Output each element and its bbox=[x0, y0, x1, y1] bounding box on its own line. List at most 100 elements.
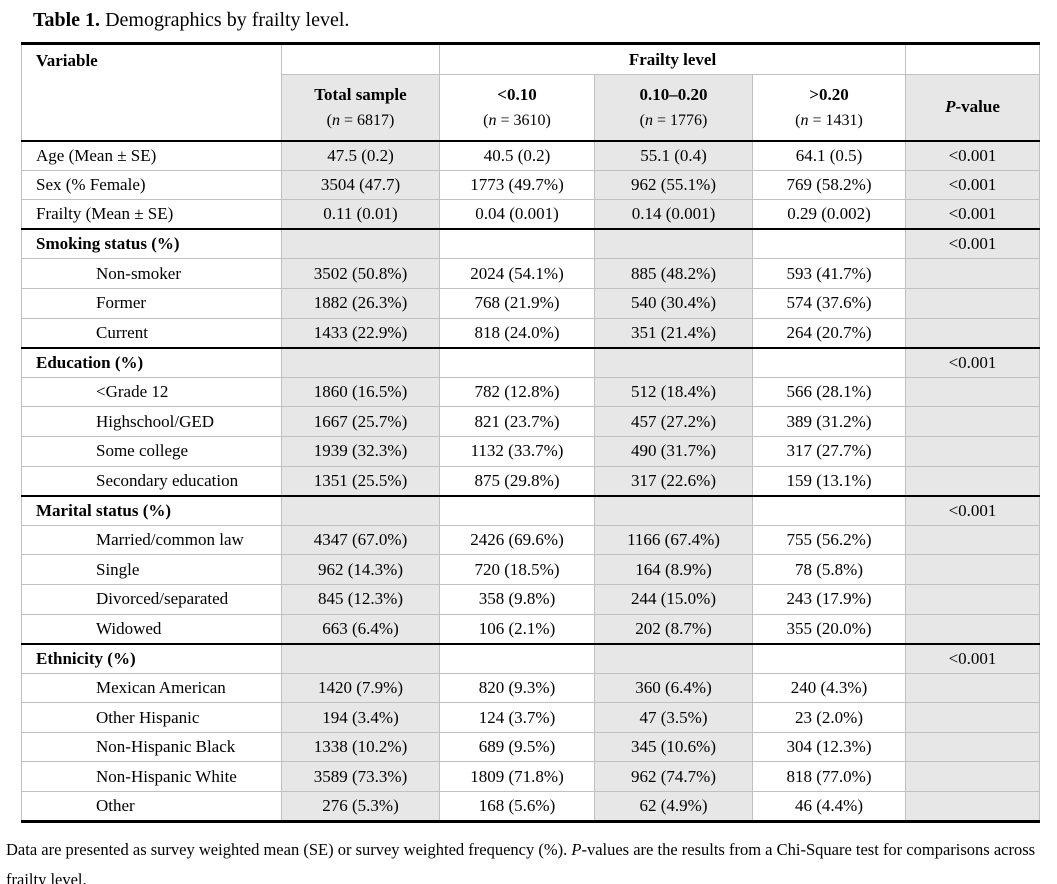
row-label-cell: Sex (% Female) bbox=[21, 169, 282, 200]
value-cell: 0.04 (0.001) bbox=[439, 199, 595, 230]
value-cell: 360 (6.4%) bbox=[594, 672, 753, 703]
value-cell: 244 (15.0%) bbox=[594, 583, 753, 614]
value-cell: 389 (31.2%) bbox=[751, 406, 906, 437]
value-cell bbox=[281, 228, 440, 259]
value-cell: 512 (18.4%) bbox=[594, 376, 753, 407]
pvalue-cell: <0.001 bbox=[905, 494, 1040, 526]
row-label-cell: Secondary education bbox=[21, 465, 282, 496]
pvalue-cell bbox=[905, 583, 1040, 614]
value-cell: 768 (21.9%) bbox=[439, 287, 595, 319]
table-title: Table 1. Demographics by frailty level. bbox=[0, 0, 1057, 33]
row-label-cell: <Grade 12 bbox=[21, 376, 282, 407]
value-cell bbox=[594, 228, 753, 259]
value-cell: 962 (74.7%) bbox=[594, 761, 753, 792]
value-cell bbox=[594, 494, 753, 526]
pvalue-cell: <0.001 bbox=[905, 642, 1040, 674]
value-cell: 820 (9.3%) bbox=[439, 672, 595, 703]
value-cell: 124 (3.7%) bbox=[439, 702, 595, 733]
row-label-cell: Other bbox=[21, 791, 282, 822]
n-open: ( bbox=[795, 112, 801, 130]
value-cell: 755 (56.2%) bbox=[751, 524, 906, 555]
pvalue-cell bbox=[905, 317, 1040, 348]
column-n-count: (n = 3610) bbox=[440, 110, 594, 132]
value-cell: 0.14 (0.001) bbox=[594, 199, 753, 230]
value-cell: 345 (10.6%) bbox=[594, 731, 753, 762]
row-label-cell: Widowed bbox=[21, 613, 282, 644]
value-cell: 168 (5.6%) bbox=[439, 791, 595, 822]
value-cell: 720 (18.5%) bbox=[439, 554, 595, 585]
section-row: Education (%) <0.001 bbox=[21, 346, 1040, 378]
row-label-cell: Other Hispanic bbox=[21, 702, 282, 733]
table-title-number: Table 1. bbox=[33, 9, 101, 31]
value-cell: 1166 (67.4%) bbox=[594, 524, 753, 555]
header-columns-row: Total sample (n = 6817) <0.10 (n = 3610)… bbox=[22, 74, 1040, 142]
value-cell: 566 (28.1%) bbox=[751, 376, 906, 407]
value-cell bbox=[751, 228, 906, 259]
value-cell: 457 (27.2%) bbox=[594, 406, 753, 437]
value-cell: 355 (20.0%) bbox=[751, 613, 906, 644]
row-label-cell: Smoking status (%) bbox=[21, 228, 282, 259]
table-header: Variable Frailty level Total sample (n =… bbox=[21, 43, 1040, 142]
value-cell: 264 (20.7%) bbox=[751, 317, 906, 348]
table-row: Widowed 663 (6.4%) 106 (2.1%) 202 (8.7%) 355… bbox=[21, 613, 1040, 644]
value-cell: 2426 (69.6%) bbox=[439, 524, 595, 555]
table-row: Highschool/GED 1667 (25.7%) 821 (23.7%) 457… bbox=[21, 406, 1040, 437]
value-cell: 0.29 (0.002) bbox=[751, 199, 906, 230]
row-label-cell: Highschool/GED bbox=[21, 406, 282, 437]
value-cell bbox=[439, 228, 595, 259]
pvalue-cell: <0.001 bbox=[905, 228, 1040, 259]
value-cell: 55.1 (0.4) bbox=[594, 140, 753, 171]
value-cell bbox=[439, 346, 595, 378]
table-row: Some college 1939 (32.3%) 1132 (33.7%) 490 … bbox=[21, 435, 1040, 467]
value-cell: 1351 (25.5%) bbox=[281, 465, 440, 496]
n-value: = 6817) bbox=[339, 112, 395, 130]
n-open: ( bbox=[639, 112, 645, 130]
value-cell: 574 (37.6%) bbox=[751, 287, 906, 319]
footnote-text-1: Data are presented as survey weighted me… bbox=[6, 839, 572, 859]
row-label-cell: Non-Hispanic Black bbox=[21, 731, 282, 762]
table-title-text: Demographics by frailty level. bbox=[100, 9, 350, 31]
column-n-count: (n = 1431) bbox=[753, 110, 905, 132]
value-cell: 782 (12.8%) bbox=[439, 376, 595, 407]
value-cell: 1338 (10.2%) bbox=[281, 731, 440, 762]
value-cell: 304 (12.3%) bbox=[751, 731, 906, 762]
table-row: Married/common law 4347 (67.0%) 2426 (69.6… bbox=[21, 524, 1040, 555]
value-cell: 593 (41.7%) bbox=[751, 258, 906, 289]
table-footnote: Data are presented as survey weighted me… bbox=[6, 835, 1052, 884]
pvalue-cell bbox=[905, 791, 1040, 822]
value-cell: 1433 (22.9%) bbox=[281, 317, 440, 348]
pvalue-cell: <0.001 bbox=[905, 199, 1040, 230]
value-cell: 885 (48.2%) bbox=[594, 258, 753, 289]
value-cell bbox=[281, 346, 440, 378]
value-cell bbox=[439, 642, 595, 674]
value-cell: 1860 (16.5%) bbox=[281, 376, 440, 407]
column-header-frailty-high: >0.20 (n = 1431) bbox=[751, 74, 906, 142]
column-header-variable: Variable bbox=[21, 43, 282, 142]
row-label-cell: Frailty (Mean ± SE) bbox=[21, 199, 282, 230]
value-cell: 202 (8.7%) bbox=[594, 613, 753, 644]
value-cell: 351 (21.4%) bbox=[594, 317, 753, 348]
pvalue-cell bbox=[905, 554, 1040, 585]
value-cell bbox=[281, 494, 440, 526]
n-open: ( bbox=[326, 112, 332, 130]
value-cell: 4347 (67.0%) bbox=[281, 524, 440, 555]
pvalue-cell: <0.001 bbox=[905, 169, 1040, 200]
row-label-cell: Age (Mean ± SE) bbox=[21, 140, 282, 171]
n-open: ( bbox=[483, 112, 489, 130]
value-cell: 818 (24.0%) bbox=[439, 317, 595, 348]
column-header-total-sample: Total sample (n = 6817) bbox=[281, 74, 440, 142]
value-cell: 875 (29.8%) bbox=[439, 465, 595, 496]
row-label-cell: Single bbox=[21, 554, 282, 585]
value-cell: 0.11 (0.01) bbox=[281, 199, 440, 230]
pvalue-cell bbox=[905, 613, 1040, 644]
column-label: Total sample bbox=[314, 85, 407, 105]
n-value: = 1776) bbox=[652, 112, 708, 130]
row-label-cell: Divorced/separated bbox=[21, 583, 282, 614]
value-cell: 194 (3.4%) bbox=[281, 702, 440, 733]
value-cell: 276 (5.3%) bbox=[281, 791, 440, 822]
column-n-count: (n = 6817) bbox=[282, 110, 439, 132]
value-cell: 64.1 (0.5) bbox=[751, 140, 906, 171]
header-spacer-pvalue bbox=[905, 43, 1040, 75]
table-row: Other 276 (5.3%) 168 (5.6%) 62 (4.9%) 46 (4.… bbox=[21, 791, 1040, 822]
